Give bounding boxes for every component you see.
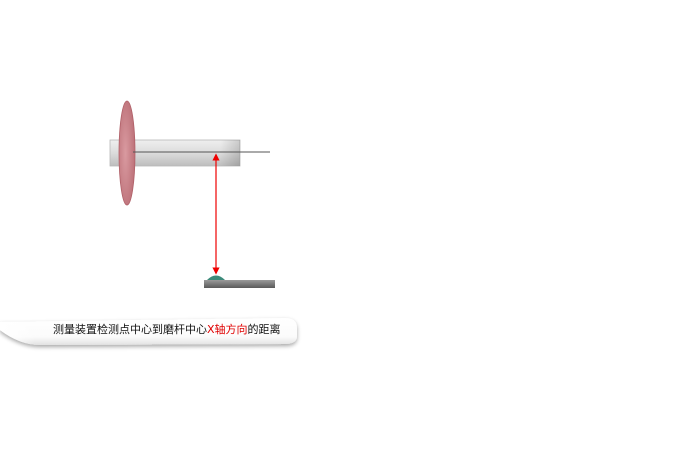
caption-prefix: 测量装置检测点中心到磨杆中心 — [53, 323, 207, 336]
caption-text: 测量装置检测点中心到磨杆中心X轴方向的距离 — [53, 321, 281, 339]
grinding-wheel — [118, 100, 136, 206]
measuring-probe — [204, 275, 275, 288]
caption-suffix: 的距离 — [247, 323, 281, 336]
caption-banner — [0, 318, 297, 345]
caption-highlight: X轴方向 — [207, 323, 248, 336]
probe-base — [204, 280, 275, 288]
probe-tip — [207, 275, 225, 280]
